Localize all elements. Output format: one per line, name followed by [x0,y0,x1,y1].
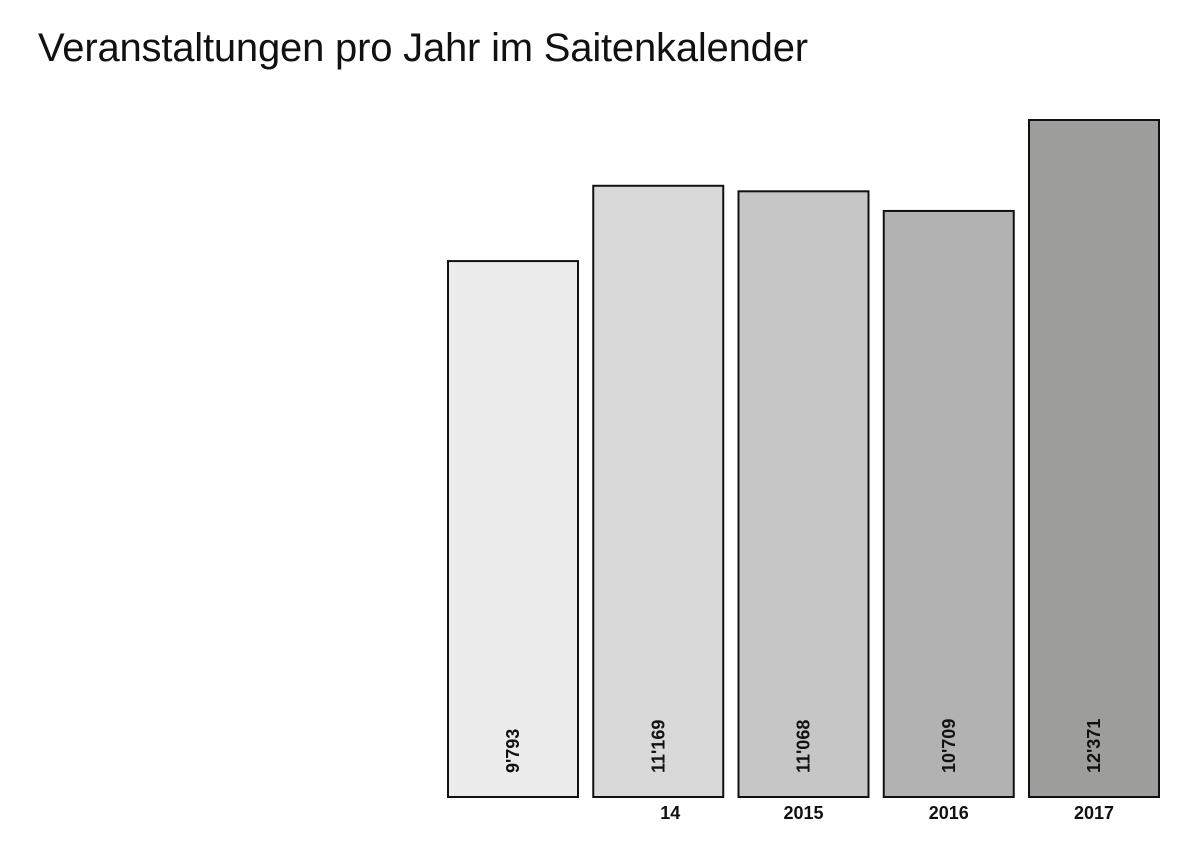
x-tick-label: 2017 [1074,803,1114,823]
data-label: 12'371 [1084,719,1104,773]
data-label: 9'793 [503,729,523,773]
bar [447,260,579,798]
x-tick-label: 2015 [783,803,823,823]
data-labels-layer: 9'793 11'169 11'068 10'709 12'371 [503,719,1104,773]
x-tick-label: 2016 [929,803,969,823]
x-tick-labels-layer: 14 2015 2016 2017 [660,803,1114,823]
bars-layer [447,119,1160,799]
data-label: 10'709 [939,719,959,773]
x-tick-label: 14 [660,803,680,823]
data-label: 11'068 [794,720,814,773]
bar [882,209,1015,798]
data-label: 11'169 [648,720,668,773]
bar [737,190,870,799]
chart-title: Veranstaltungen pro Jahr im Saitenkalend… [38,26,808,70]
bar [1028,119,1160,798]
bar [592,184,725,798]
